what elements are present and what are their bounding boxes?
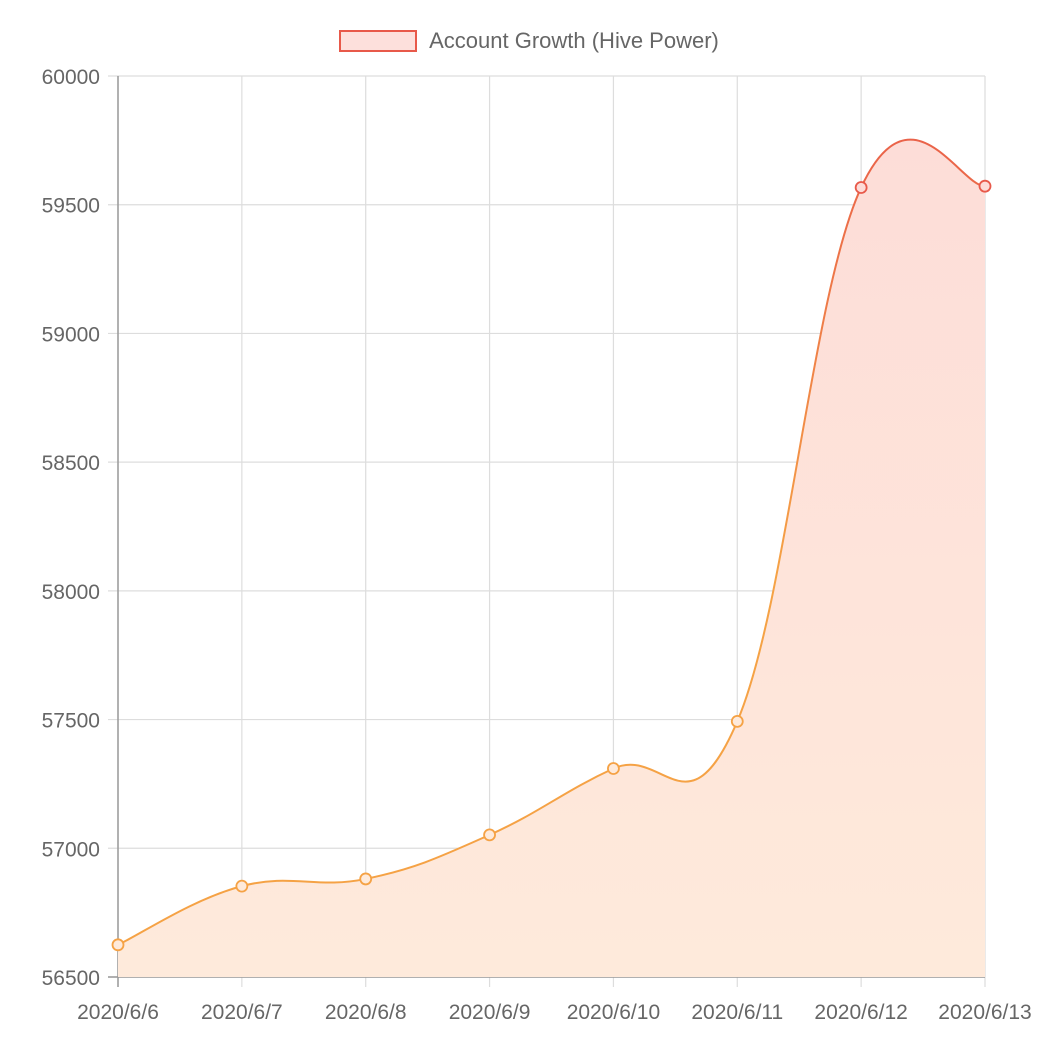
data-point [854,181,868,194]
x-tick-label: 2020/6/7 [201,1001,283,1024]
x-tick-label: 2020/6/11 [691,1001,783,1024]
y-tick-label: 59500 [42,195,100,218]
y-tick-label: 58500 [42,452,100,475]
x-tick-label: 2020/6/13 [938,1001,1031,1024]
data-point [111,938,125,952]
x-tick-label: 2020/6/8 [325,1001,407,1024]
y-tick-label: 60000 [42,66,100,89]
data-point [607,762,620,775]
x-tick-label: 2020/6/9 [449,1001,531,1024]
data-point [235,879,249,893]
x-tick-label: 2020/6/12 [814,1001,907,1024]
data-point [483,828,496,842]
series-area-fill [118,139,985,977]
y-tick-label: 58000 [42,581,100,604]
y-tick-label: 57500 [42,710,100,733]
x-tick-label: 2020/6/6 [77,1001,159,1024]
y-tick-label: 59000 [42,323,100,346]
data-point [730,714,744,728]
chart-legend[interactable]: Account Growth (Hive Power) [0,28,1058,54]
y-tick-label: 56500 [42,967,100,990]
legend-swatch [339,30,418,52]
y-tick-label: 57000 [42,838,100,861]
data-point [978,179,992,193]
data-point [359,872,373,886]
x-tick-label: 2020/6/10 [567,1001,660,1024]
legend-label: Account Growth (Hive Power) [429,28,719,53]
